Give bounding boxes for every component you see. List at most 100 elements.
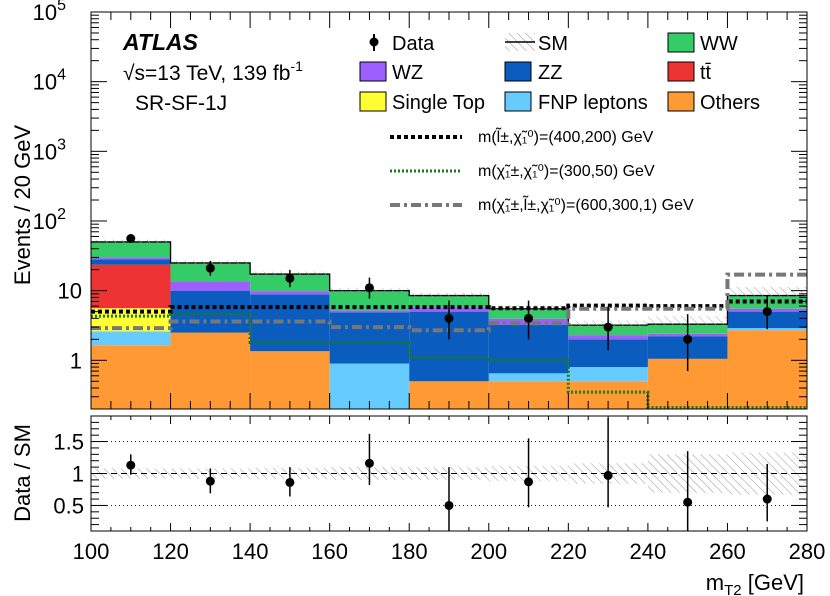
x-tick-label-0: 100 — [73, 539, 110, 564]
stack-bar-zz-1 — [170, 290, 251, 333]
y-axis-title: Events / 20 GeV — [10, 125, 35, 286]
legend-item-ttbar: tt̄ — [667, 61, 712, 84]
legend-zz-swatch — [504, 61, 532, 82]
ratio-y-tick-label-0: 0.5 — [53, 493, 84, 518]
data-points-layer — [126, 234, 772, 372]
ratio-y-axis-title: Data / SM — [10, 424, 35, 522]
x-axis-title-unit: [GeV] — [742, 570, 804, 595]
ratio-y-tick-label-2: 1.5 — [53, 430, 84, 455]
legend-ww-label: WW — [700, 33, 738, 55]
stack-bar-single-top-0 — [91, 308, 171, 332]
legend-item-sm: SM — [505, 33, 568, 55]
legend-item-sig1: m(l̃±,χ̃₁⁰)=(400,200) GeV — [390, 126, 654, 146]
ratio-points-layer — [126, 417, 772, 531]
x-tick-label-1: 120 — [152, 539, 189, 564]
x-tick-label-2: 140 — [232, 539, 269, 564]
legend-item-others: Others — [667, 91, 760, 114]
legend-item-sig3: m(χ̃₁±,l̃±,χ̃₁⁰)=(600,300,1) GeV — [390, 194, 694, 214]
legend-data-label: Data — [392, 33, 435, 55]
ratio-point-8 — [762, 494, 772, 504]
region-label: SR-SF-1J — [135, 92, 227, 115]
stack-bar-wz-3 — [329, 310, 410, 313]
stack-bar-others-2 — [250, 351, 330, 409]
y-tick-label-5: 105 — [33, 0, 66, 25]
ratio-point-2 — [285, 477, 295, 487]
data-point-7 — [683, 334, 693, 344]
legend-others-swatch — [667, 91, 695, 112]
energy-label-exponent: -1 — [290, 58, 303, 74]
y-tick-label-3: 103 — [33, 136, 66, 164]
energy-label: √s=13 TeV, 139 fb-1 — [123, 58, 303, 85]
ratio-y-axis-ticks: 0.5 1 1.5 — [53, 421, 807, 526]
legend-sig3-label: m(χ̃₁±,l̃±,χ̃₁⁰)=(600,300,1) GeV — [478, 194, 694, 214]
x-axis-title: mT2 [GeV] — [706, 570, 804, 596]
sm-uncertainty-band-4 — [409, 292, 489, 299]
legend-item-singletop: Single Top — [359, 91, 485, 114]
stack-bar-others-1 — [170, 332, 251, 409]
stack-bar-wz-1 — [170, 281, 251, 291]
legend-data-marker — [369, 37, 379, 47]
y-tick-label-0: 1 — [70, 348, 82, 373]
x-axis-title-subscript: T2 — [724, 582, 742, 596]
legend-ww-swatch — [667, 32, 695, 53]
legend-singletop-swatch — [359, 91, 387, 112]
ratio-y-tick-label-1: 1 — [72, 462, 84, 487]
stack-bar-fnp-leptons-0 — [91, 331, 171, 346]
stack-bar-zz-3 — [329, 312, 410, 364]
y-tick-label-exp-5: 5 — [57, 0, 66, 14]
legend-ttbar-label: tt̄ — [700, 62, 712, 84]
data-point-8 — [762, 307, 772, 317]
x-tick-label-6: 220 — [550, 539, 587, 564]
stack-bar-tt--0 — [91, 264, 171, 309]
data-point-1 — [205, 263, 215, 273]
ratio-point-7 — [683, 497, 693, 507]
x-tick-label-9: 280 — [789, 539, 826, 564]
y-tick-label-base-0: 1 — [70, 348, 82, 373]
x-tick-label-3: 160 — [311, 539, 348, 564]
y-tick-label-base-4: 10 — [33, 70, 57, 95]
x-tick-label-5: 200 — [470, 539, 507, 564]
legend-fnp-swatch — [504, 91, 532, 112]
legend-item-data: Data — [369, 33, 435, 55]
data-point-2 — [285, 273, 295, 283]
legend-item-ww: WW — [667, 32, 738, 55]
ratio-point-4 — [444, 500, 454, 510]
energy-label-text: √s=13 TeV, 139 fb — [123, 62, 290, 85]
y-tick-label-base-2: 10 — [33, 209, 57, 234]
x-tick-label-7: 240 — [630, 539, 667, 564]
data-point-4 — [444, 313, 454, 323]
y-tick-label-2: 102 — [33, 206, 66, 234]
y-tick-label-exp-4: 4 — [57, 67, 66, 84]
signal-line-sig1 — [91, 299, 807, 314]
legend-wz-label: WZ — [392, 62, 423, 84]
legend-ttbar-swatch — [667, 61, 695, 82]
legend-sm-label: SM — [538, 33, 568, 55]
x-tick-label-8: 260 — [709, 539, 746, 564]
legend: Data SM WW WZ ZZ tt̄ Single Top — [359, 32, 760, 214]
stack-bar-fnp-leptons-6 — [568, 367, 648, 382]
y-tick-label-exp-2: 2 — [57, 206, 66, 223]
data-point-3 — [364, 283, 374, 293]
stack-bar-fnp-leptons-5 — [488, 373, 569, 382]
y-tick-label-base-1: 10 — [58, 279, 82, 304]
legend-item-fnp: FNP leptons — [504, 91, 648, 114]
stack-bar-others-8 — [727, 330, 807, 409]
ratio-point-6 — [603, 470, 613, 480]
legend-fnp-label: FNP leptons — [538, 92, 648, 114]
legend-others-label: Others — [700, 92, 760, 114]
y-tick-label-base-5: 10 — [33, 0, 57, 25]
data-point-5 — [524, 313, 534, 323]
stack-bar-ww-0 — [91, 241, 171, 258]
ratio-point-3 — [364, 458, 374, 468]
ratio-point-5 — [524, 477, 534, 487]
ratio-point-0 — [126, 460, 136, 470]
y-tick-label-base-3: 10 — [33, 139, 57, 164]
data-point-0 — [126, 234, 136, 244]
ratio-point-1 — [205, 476, 215, 486]
data-point-6 — [603, 322, 613, 332]
y-tick-label-exp-3: 3 — [57, 136, 66, 153]
legend-zz-label: ZZ — [538, 62, 562, 84]
stack-bar-wz-2 — [250, 291, 330, 295]
legend-item-wz: WZ — [359, 61, 423, 84]
